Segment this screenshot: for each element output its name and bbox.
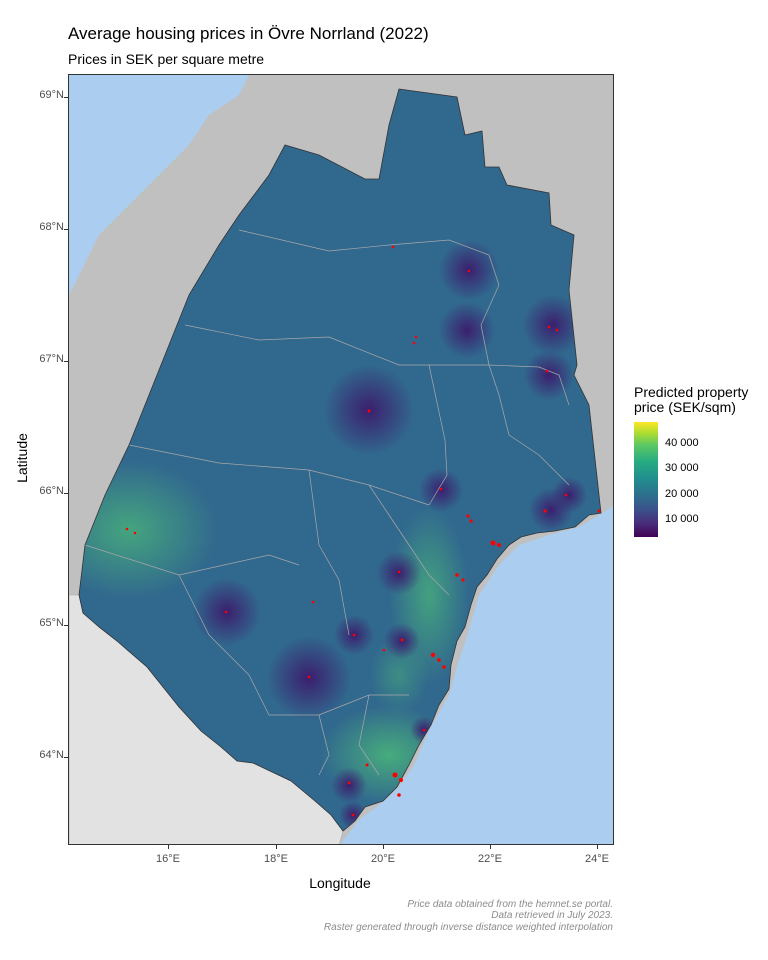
x-tickmark [276, 845, 277, 849]
price-points [125, 245, 601, 817]
y-tick-64: 64°N [39, 749, 64, 761]
x-tickmark [383, 845, 384, 849]
legend-tick [658, 494, 662, 495]
map-panel [68, 74, 614, 845]
legend-label-30000: 30 000 [665, 462, 699, 474]
x-tick-20: 20°E [371, 853, 395, 865]
legend-tick [658, 468, 662, 469]
x-tick-18: 18°E [264, 853, 288, 865]
caption-line2: Data retrieved in July 2023. [491, 910, 613, 921]
legend-title: Predicted property price (SEK/sqm) [634, 385, 768, 415]
y-tickmark [64, 757, 68, 758]
caption-line1: Price data obtained from the hemnet.se p… [407, 899, 613, 910]
y-tickmark [64, 625, 68, 626]
x-axis-label: Longitude [309, 875, 371, 891]
y-tickmark [64, 229, 68, 230]
legend-title-line2: price (SEK/sqm) [634, 399, 736, 415]
x-tickmark [490, 845, 491, 849]
legend-label-10000: 10 000 [665, 513, 699, 525]
map-svg [69, 75, 613, 844]
y-tickmark [64, 97, 68, 98]
x-tickmark [168, 845, 169, 849]
legend-title-line1: Predicted property [634, 384, 749, 400]
map-subtitle: Prices in SEK per square metre [68, 51, 265, 67]
x-tickmark [597, 845, 598, 849]
sea-area [69, 75, 613, 844]
map-title: Average housing prices in Övre Norrland … [68, 24, 429, 43]
y-tick-69: 69°N [39, 89, 64, 101]
legend-colorbar [634, 422, 658, 537]
x-tick-22: 22°E [478, 853, 502, 865]
y-tick-65: 65°N [39, 617, 64, 629]
y-axis-label: Latitude [14, 433, 30, 483]
y-tick-68: 68°N [39, 221, 64, 233]
caption-line3: Raster generated through inverse distanc… [323, 922, 613, 933]
y-tickmark [64, 361, 68, 362]
y-tick-67: 67°N [39, 353, 64, 365]
x-tick-24: 24°E [585, 853, 609, 865]
legend-label-40000: 40 000 [665, 437, 699, 449]
legend-tick [658, 519, 662, 520]
region-outline [78, 88, 602, 832]
x-tick-16: 16°E [156, 853, 180, 865]
legend-label-20000: 20 000 [665, 488, 699, 500]
legend-tick [658, 443, 662, 444]
y-tickmark [64, 493, 68, 494]
y-tick-66: 66°N [39, 485, 64, 497]
